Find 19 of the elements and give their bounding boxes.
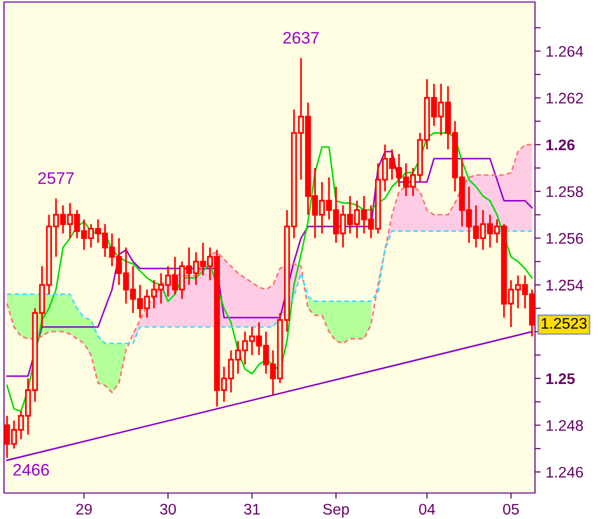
y-tick-label: 1.248 (546, 420, 583, 431)
y-tick-label: 1.26 (546, 139, 575, 150)
x-tick-label: 31 (244, 504, 260, 515)
text: 1.2523 (542, 318, 587, 329)
x-tick-label: 05 (503, 504, 519, 515)
x-tick-label: Sep (323, 504, 349, 518)
annotation: 2466 (13, 464, 49, 476)
x-tick-label: 29 (76, 504, 92, 515)
y-tick-label: 1.256 (546, 233, 583, 244)
y-tick-label: 1.262 (546, 92, 583, 104)
annotation: 2637 (283, 32, 319, 44)
annotation: 2577 (38, 172, 74, 184)
x-tick-label: 30 (160, 504, 176, 515)
y-tick-label: 1.264 (546, 46, 584, 57)
x-tick-label: 04 (419, 504, 436, 515)
y-tick-label: 1.258 (546, 186, 583, 198)
y-tick-label: 1.254 (546, 280, 584, 291)
y-tick-label: 1.246 (546, 466, 583, 478)
y-tick-label: 1.25 (546, 373, 575, 384)
